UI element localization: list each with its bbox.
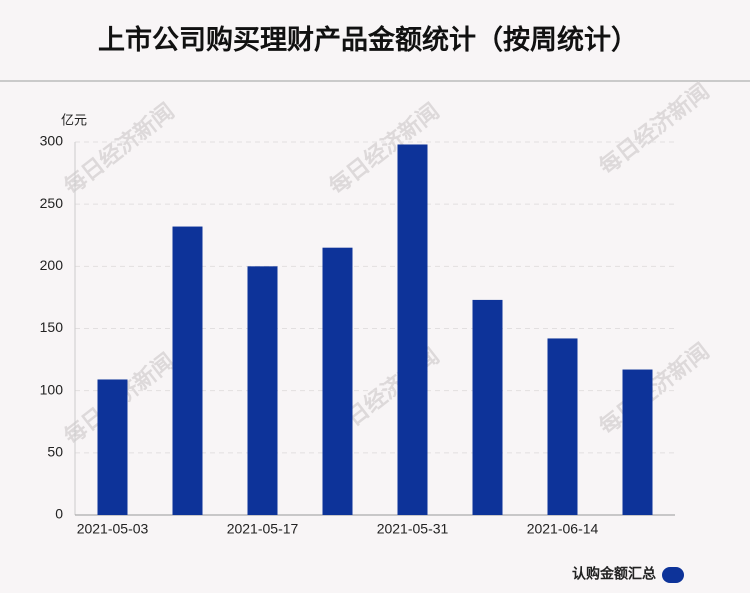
y-tick-label: 100 — [40, 381, 64, 397]
bar — [547, 338, 578, 515]
y-tick-label: 50 — [47, 444, 63, 460]
y-tick-label: 300 — [40, 133, 64, 149]
x-tick-label: 2021-05-31 — [377, 521, 449, 537]
y-tick-label: 0 — [55, 506, 63, 522]
bar — [397, 144, 428, 515]
legend-label: 认购金额汇总 — [572, 566, 656, 582]
x-tick-label: 2021-06-14 — [527, 521, 599, 537]
chart-title: 上市公司购买理财产品金额统计（按周统计） — [98, 24, 638, 55]
bar — [172, 226, 203, 515]
y-tick-label: 150 — [40, 319, 64, 335]
x-tick-label: 2021-05-17 — [227, 521, 299, 537]
x-tick-label: 2021-05-03 — [77, 521, 149, 537]
y-tick-label: 200 — [40, 257, 64, 273]
bar — [622, 369, 653, 515]
bar — [322, 247, 353, 515]
bar — [247, 266, 278, 515]
y-unit: 亿元 — [61, 112, 87, 127]
bar — [472, 299, 503, 515]
legend-marker — [662, 567, 684, 583]
y-tick-label: 250 — [40, 195, 64, 211]
bar — [97, 379, 128, 515]
